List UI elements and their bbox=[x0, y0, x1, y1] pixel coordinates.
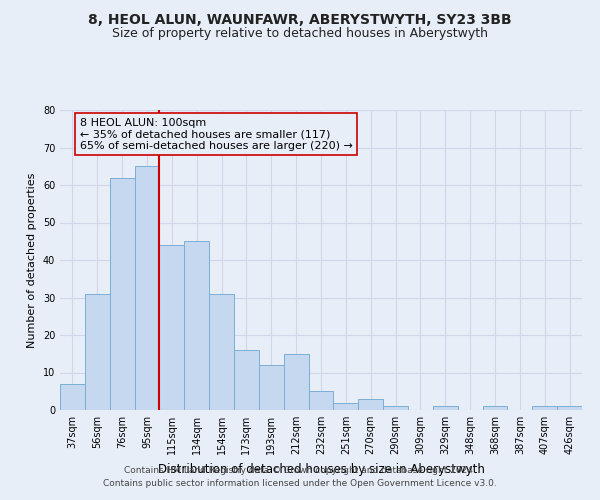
Bar bbox=[184, 242, 209, 410]
Bar bbox=[383, 406, 408, 410]
Bar bbox=[160, 245, 184, 410]
Bar bbox=[482, 406, 508, 410]
Bar bbox=[134, 166, 160, 410]
Bar bbox=[259, 365, 284, 410]
Bar bbox=[234, 350, 259, 410]
Text: Contains HM Land Registry data © Crown copyright and database right 2024.
Contai: Contains HM Land Registry data © Crown c… bbox=[103, 466, 497, 487]
Y-axis label: Number of detached properties: Number of detached properties bbox=[27, 172, 37, 348]
Text: 8, HEOL ALUN, WAUNFAWR, ABERYSTWYTH, SY23 3BB: 8, HEOL ALUN, WAUNFAWR, ABERYSTWYTH, SY2… bbox=[88, 12, 512, 26]
Bar bbox=[308, 391, 334, 410]
Bar bbox=[557, 406, 582, 410]
Text: 8 HEOL ALUN: 100sqm
← 35% of detached houses are smaller (117)
65% of semi-detac: 8 HEOL ALUN: 100sqm ← 35% of detached ho… bbox=[80, 118, 353, 150]
Bar bbox=[433, 406, 458, 410]
Bar bbox=[532, 406, 557, 410]
X-axis label: Distribution of detached houses by size in Aberystwyth: Distribution of detached houses by size … bbox=[158, 462, 484, 475]
Bar bbox=[334, 402, 358, 410]
Bar bbox=[85, 294, 110, 410]
Text: Size of property relative to detached houses in Aberystwyth: Size of property relative to detached ho… bbox=[112, 28, 488, 40]
Bar bbox=[209, 294, 234, 410]
Bar bbox=[110, 178, 134, 410]
Bar bbox=[284, 354, 308, 410]
Bar bbox=[358, 399, 383, 410]
Bar bbox=[60, 384, 85, 410]
